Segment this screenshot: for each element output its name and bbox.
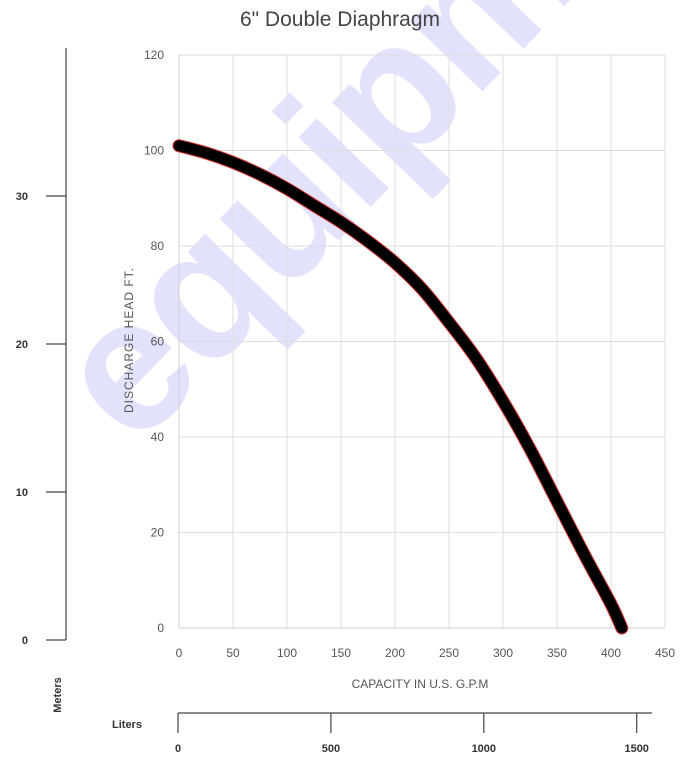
y-tick-label: 20 [151,526,165,540]
data-point [502,400,504,403]
data-point [178,144,180,147]
chart-title: 6" Double Diaphragm [240,8,440,31]
data-point [286,187,288,190]
x-tick-label: 50 [226,646,240,660]
grid [178,54,666,629]
x-tick-label: 400 [601,646,621,660]
x-tick-label: 200 [385,646,405,660]
liters-axis: 0 500 1000 1500 [175,712,652,755]
data-point [620,627,623,629]
y-axis-label: DISCHARGE HEAD FT. [122,267,136,413]
meters-tick-label: 0 [22,635,28,647]
x-tick-label: 250 [439,646,459,660]
series-layer [172,139,629,635]
liters-tick-label: 1500 [624,743,648,755]
data-point [556,500,558,503]
data-point [610,603,612,606]
x-tick-label: 150 [331,646,351,660]
meters-axis: 0 10 20 30 [16,48,67,647]
data-point [583,552,585,555]
meters-tick-label: 20 [16,339,28,351]
meters-axis-label: Meters [52,677,64,712]
data-point [313,204,315,207]
x-axis-label: CAPACITY IN U.S. G.P.M [352,677,489,691]
x-tick-label: 0 [176,646,183,660]
meters-tick-label: 30 [16,191,28,203]
y-tick-label: 40 [151,430,165,444]
liters-axis-label: Liters [112,719,142,731]
data-point [367,240,369,243]
data-point [205,151,207,154]
data-point [232,161,234,164]
data-point [394,261,396,264]
liters-tick-label: 0 [175,743,181,755]
x-tick-label: 300 [493,646,513,660]
data-point [448,321,450,324]
y-tick-label: 80 [151,239,165,253]
liters-tick-label: 1000 [472,743,496,755]
meters-tick-label: 10 [16,487,28,499]
data-point [340,221,342,224]
performance-curve-underlay [172,139,629,635]
y-tick-label: 120 [144,48,164,62]
data-point [421,287,423,290]
data-point [259,173,261,176]
y-tick-label: 60 [151,335,165,349]
y-tick-label: 100 [144,144,164,158]
x-tick-label: 100 [277,646,297,660]
y-tick-label: 0 [157,621,164,635]
x-tick-label: 450 [655,646,675,660]
x-tick-labels: 0 50 100 150 200 250 300 350 400 450 [176,646,676,660]
x-tick-label: 350 [547,646,567,660]
y-tick-labels: 0 20 40 60 80 100 120 [144,48,164,635]
data-point [475,357,477,360]
liters-tick-label: 500 [322,743,340,755]
performance-curve [173,140,628,634]
data-point [529,447,531,450]
